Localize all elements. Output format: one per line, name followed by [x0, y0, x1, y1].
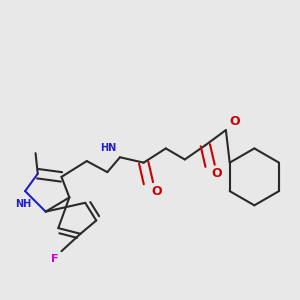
- Text: O: O: [152, 185, 162, 198]
- Text: O: O: [212, 167, 222, 180]
- Text: O: O: [229, 116, 240, 128]
- Text: F: F: [51, 254, 59, 264]
- Text: NH: NH: [15, 199, 32, 209]
- Text: HN: HN: [100, 143, 117, 153]
